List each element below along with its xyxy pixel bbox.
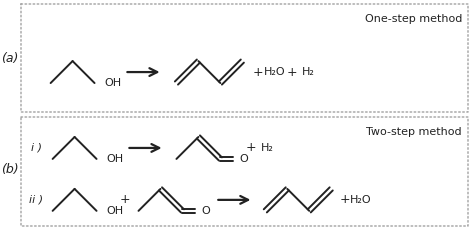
Text: +: + <box>340 193 350 206</box>
Text: H₂: H₂ <box>261 143 274 153</box>
Text: H₂O: H₂O <box>350 195 372 205</box>
Text: ii ): ii ) <box>28 195 43 205</box>
Text: H₂: H₂ <box>302 67 315 77</box>
Text: OH: OH <box>107 154 124 164</box>
Text: O: O <box>239 154 248 164</box>
Text: One-step method: One-step method <box>365 14 462 24</box>
Text: O: O <box>201 206 210 216</box>
Text: +: + <box>119 193 130 206</box>
Text: +: + <box>253 65 264 79</box>
Text: (a): (a) <box>1 52 18 65</box>
Text: +: + <box>246 142 256 154</box>
Text: +: + <box>287 65 298 79</box>
Text: OH: OH <box>105 78 122 88</box>
Text: i ): i ) <box>31 143 42 153</box>
Text: (b): (b) <box>1 164 18 176</box>
Text: H₂O: H₂O <box>264 67 285 77</box>
Text: OH: OH <box>107 206 124 216</box>
Text: Two-step method: Two-step method <box>366 127 462 137</box>
